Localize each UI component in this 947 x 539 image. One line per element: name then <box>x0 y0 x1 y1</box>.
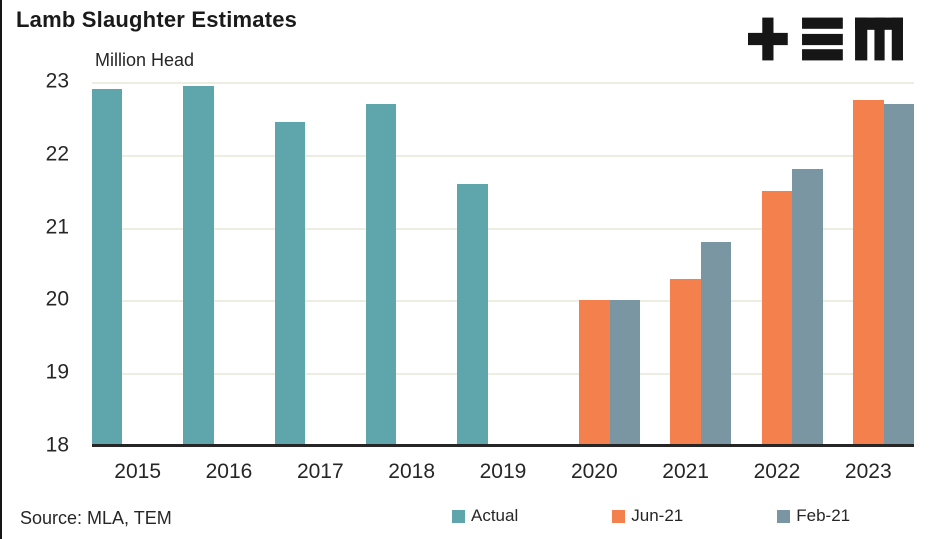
gridline <box>92 373 914 376</box>
bar-slot <box>488 82 518 446</box>
x-tick-label-2021: 2021 <box>662 460 709 483</box>
gridline <box>92 82 914 84</box>
legend-swatch-icon <box>777 509 791 523</box>
y-tick-label: 20 <box>45 287 69 311</box>
bar-slot <box>731 82 761 446</box>
legend: Actual Jun-21 Feb-21 <box>452 506 850 526</box>
y-tick-label: 21 <box>45 215 69 239</box>
bar-actual-2016 <box>183 85 214 446</box>
legend-label: Jun-21 <box>631 506 684 525</box>
legend-swatch-icon <box>452 509 465 523</box>
bar-slot <box>122 82 152 446</box>
bar-slot <box>579 82 610 446</box>
tem-logo <box>748 17 904 61</box>
x-tick-label-2015: 2015 <box>114 460 162 483</box>
bar-slot <box>305 82 335 446</box>
bar-feb-21-2023 <box>883 103 914 446</box>
bar-feb-21-2022 <box>792 169 823 446</box>
plot-area <box>92 82 914 447</box>
x-axis-line <box>92 444 914 447</box>
chart-title: Lamb Slaughter Estimates <box>16 7 298 32</box>
bar-slot <box>365 82 397 446</box>
bar-jun-21-2020 <box>579 300 610 446</box>
y-tick-label: 23 <box>45 69 69 93</box>
bar-slot <box>518 82 548 446</box>
category-group-2017 <box>274 82 366 446</box>
x-tick-label-2023: 2023 <box>844 460 892 483</box>
bar-slot <box>427 82 457 446</box>
x-tick-label-2022: 2022 <box>753 460 801 483</box>
legend-swatch-icon <box>612 509 626 523</box>
bar-actual-2017 <box>274 122 306 446</box>
bar-slot <box>853 82 884 446</box>
y-tick-label: 22 <box>45 142 69 166</box>
gridline <box>92 300 914 303</box>
bar-slot <box>700 82 732 446</box>
bar-jun-21-2023 <box>853 100 884 446</box>
bar-slot <box>244 82 274 446</box>
bar-slot <box>609 82 640 446</box>
bar-slot <box>274 82 306 446</box>
bar-slot <box>396 82 426 446</box>
bar-slot <box>92 82 123 446</box>
bar-feb-21-2021 <box>700 242 732 446</box>
y-axis-title: Million Head <box>95 50 195 70</box>
bar-slot <box>792 82 823 446</box>
x-axis-labels: 2015 2016 2017 2018 2019 2020 2021 2022 2023 <box>92 460 914 484</box>
x-tick-label-2016: 2016 <box>205 460 253 483</box>
source-note: Source: MLA, TEM <box>20 508 172 528</box>
category-group-2019 <box>457 82 548 446</box>
gridline <box>92 154 914 157</box>
gridline <box>92 227 914 230</box>
tem-logo-icon <box>748 17 903 61</box>
x-tick-label-2020: 2020 <box>570 460 618 483</box>
x-tick-label-2019: 2019 <box>479 460 527 483</box>
bar-slot <box>640 82 670 446</box>
category-group-2023 <box>823 82 914 446</box>
bar-actual-2018 <box>365 103 397 446</box>
bar-slot <box>153 82 183 446</box>
bar-jun-21-2021 <box>670 278 701 446</box>
bar-slot <box>670 82 701 446</box>
bar-jun-21-2022 <box>761 191 793 446</box>
category-group-2015 <box>92 82 183 446</box>
category-group-2016 <box>183 82 274 446</box>
bar-actual-2015 <box>92 89 123 446</box>
bar-slot <box>761 82 793 446</box>
bar-slot <box>549 82 579 446</box>
bar-slot <box>336 82 366 446</box>
bar-slot <box>823 82 853 446</box>
y-tick-label: 18 <box>45 433 69 457</box>
x-tick-label-2017: 2017 <box>296 460 344 483</box>
bar-slot <box>214 82 244 446</box>
bar-actual-2019 <box>457 183 488 446</box>
legend-item-jun-21: Jun-21 <box>612 506 683 526</box>
bar-slot <box>457 82 488 446</box>
bar-series-area <box>92 82 914 446</box>
bar-slot <box>183 82 214 446</box>
x-tick-label-2018: 2018 <box>388 460 435 483</box>
category-group-2021 <box>640 82 732 446</box>
bar-feb-21-2020 <box>609 300 640 446</box>
category-group-2022 <box>731 82 823 446</box>
y-tick-label: 19 <box>45 360 69 384</box>
legend-item-actual: Actual <box>452 506 518 526</box>
legend-label: Feb-21 <box>796 506 851 525</box>
legend-item-feb-21: Feb-21 <box>777 506 850 526</box>
legend-label: Actual <box>471 506 519 525</box>
bar-slot <box>883 82 914 446</box>
category-group-2018 <box>365 82 457 446</box>
category-group-2020 <box>549 82 640 446</box>
